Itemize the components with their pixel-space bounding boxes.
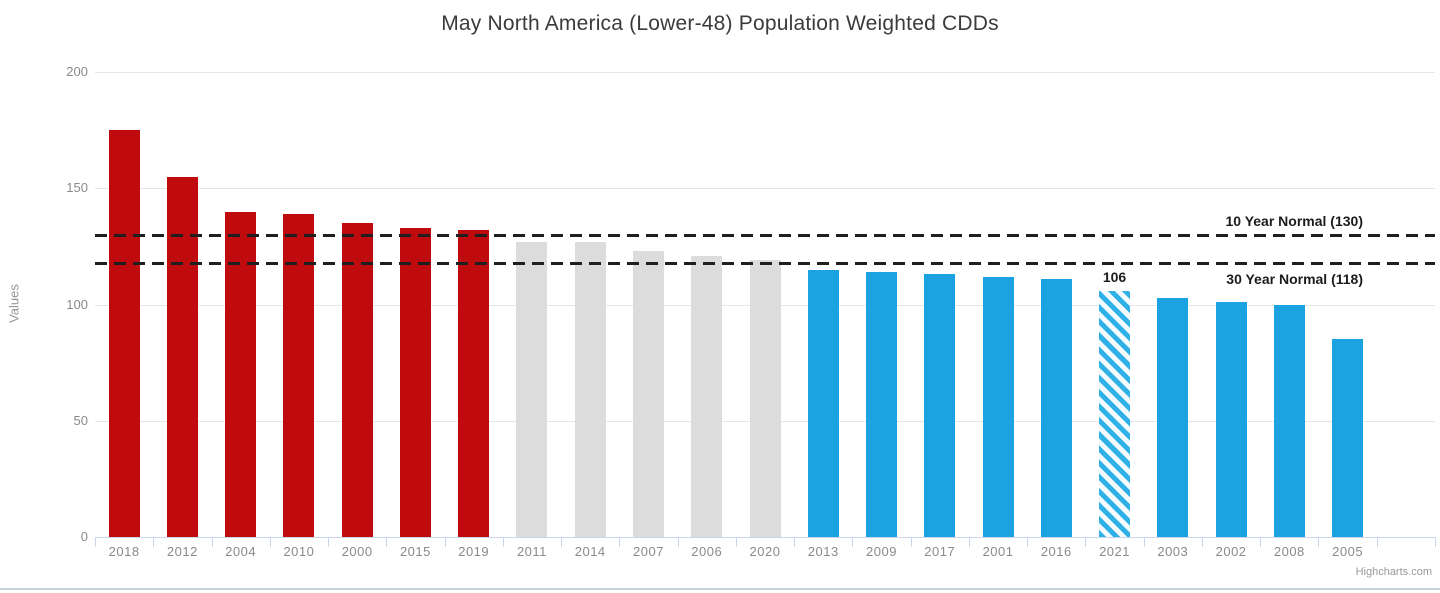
x-axis-tick	[502, 537, 504, 547]
bar-2018[interactable]	[108, 130, 140, 537]
bar-2003[interactable]	[1157, 297, 1189, 537]
bar-2000[interactable]	[341, 223, 373, 537]
x-axis-tick	[1201, 537, 1203, 547]
bar-2013[interactable]	[807, 269, 839, 537]
x-axis-tick	[1435, 537, 1436, 547]
x-axis-tick	[910, 537, 912, 547]
x-axis-tick-label: 2012	[166, 544, 198, 559]
bar-2017[interactable]	[924, 274, 956, 537]
bar-2016[interactable]	[1040, 278, 1072, 537]
x-axis-tick	[1260, 537, 1262, 547]
y-axis-tick-label: 150	[66, 180, 88, 196]
y-axis-tick-label: 0	[80, 529, 88, 544]
x-axis-tick	[619, 537, 621, 547]
x-axis-tick	[1143, 537, 1145, 547]
x-axis-tick-label: 2000	[341, 544, 373, 559]
x-axis-tick-label: 2016	[1040, 544, 1072, 559]
x-axis-tick-label: 2003	[1157, 544, 1189, 559]
bottom-divider	[0, 588, 1440, 590]
bar-2014[interactable]	[574, 241, 606, 537]
x-axis-tick	[386, 537, 388, 547]
x-axis-tick	[95, 537, 96, 547]
x-axis-tick-label: 2015	[399, 544, 431, 559]
x-axis-tick	[444, 537, 446, 547]
x-axis-tick-label: 2017	[924, 544, 956, 559]
x-axis-line	[95, 537, 1435, 538]
x-axis-tick-label: 2005	[1332, 544, 1364, 559]
bar-2021[interactable]	[1099, 290, 1131, 537]
plotline-label-130: 10 Year Normal (130)	[1225, 212, 1364, 229]
x-axis-tick	[1085, 537, 1087, 547]
x-axis-tick-label: 2021	[1099, 544, 1130, 559]
x-axis-tick	[328, 537, 330, 547]
bar-2002[interactable]	[1215, 302, 1247, 537]
plotline-118	[95, 261, 1435, 265]
bar-2011[interactable]	[516, 241, 548, 537]
x-axis-tick	[269, 537, 271, 547]
x-axis-tick-label: 2014	[574, 544, 606, 559]
x-axis-tick-label: 2004	[225, 544, 257, 559]
x-axis-tick-label: 2018	[108, 544, 140, 559]
x-axis-tick	[794, 537, 796, 547]
x-axis-tick-label: 2008	[1273, 544, 1305, 559]
bar-2001[interactable]	[982, 276, 1014, 537]
x-axis-tick-label: 2001	[982, 544, 1014, 559]
x-axis-tick-label: 2011	[516, 544, 547, 559]
x-axis-tick	[852, 537, 854, 547]
bar-2019[interactable]	[458, 230, 490, 537]
bar-2020[interactable]	[749, 260, 781, 537]
bar-2012[interactable]	[166, 176, 198, 537]
bar-2010[interactable]	[283, 213, 315, 537]
plotline-label-118: 30 Year Normal (118)	[1226, 270, 1363, 287]
grid-line-150	[95, 188, 1435, 190]
bar-2008[interactable]	[1273, 304, 1305, 537]
x-axis-tick	[1318, 537, 1320, 547]
bar-2009[interactable]	[866, 271, 898, 537]
x-axis-tick-label: 2019	[458, 544, 490, 559]
bar-2004[interactable]	[225, 211, 257, 537]
chart-title: May North America (Lower-48) Population …	[441, 12, 999, 35]
x-axis-tick-label: 2006	[691, 544, 723, 559]
bar-2005[interactable]	[1332, 339, 1364, 537]
y-axis-tick-label: 200	[66, 64, 88, 79]
x-axis-tick	[677, 537, 679, 547]
x-axis-tick	[735, 537, 737, 547]
plotline-130	[95, 233, 1435, 237]
y-axis-tick-label: 100	[66, 296, 88, 312]
x-axis-tick	[1027, 537, 1029, 547]
x-axis-tick-label: 2013	[807, 544, 839, 559]
credits-link[interactable]: Highcharts.com	[1355, 566, 1432, 578]
x-axis-tick-label: 2010	[283, 544, 315, 559]
x-axis-tick	[561, 537, 563, 547]
bar-2007[interactable]	[632, 251, 664, 537]
x-axis-tick-label: 2009	[866, 544, 897, 559]
x-axis-tick-label: 2007	[633, 544, 664, 559]
x-axis-tick	[153, 537, 155, 547]
x-axis-tick-label: 2020	[749, 544, 781, 559]
x-axis-tick	[211, 537, 213, 547]
bar-2015[interactable]	[399, 227, 431, 537]
grid-line-200	[95, 72, 1435, 73]
data-label-2021: 106	[1102, 268, 1127, 285]
x-axis-tick	[1376, 537, 1378, 547]
y-axis-tick-label: 50	[73, 412, 88, 428]
x-axis-tick	[968, 537, 970, 547]
bar-2006[interactable]	[691, 255, 723, 537]
x-axis-tick-label: 2002	[1215, 544, 1247, 559]
